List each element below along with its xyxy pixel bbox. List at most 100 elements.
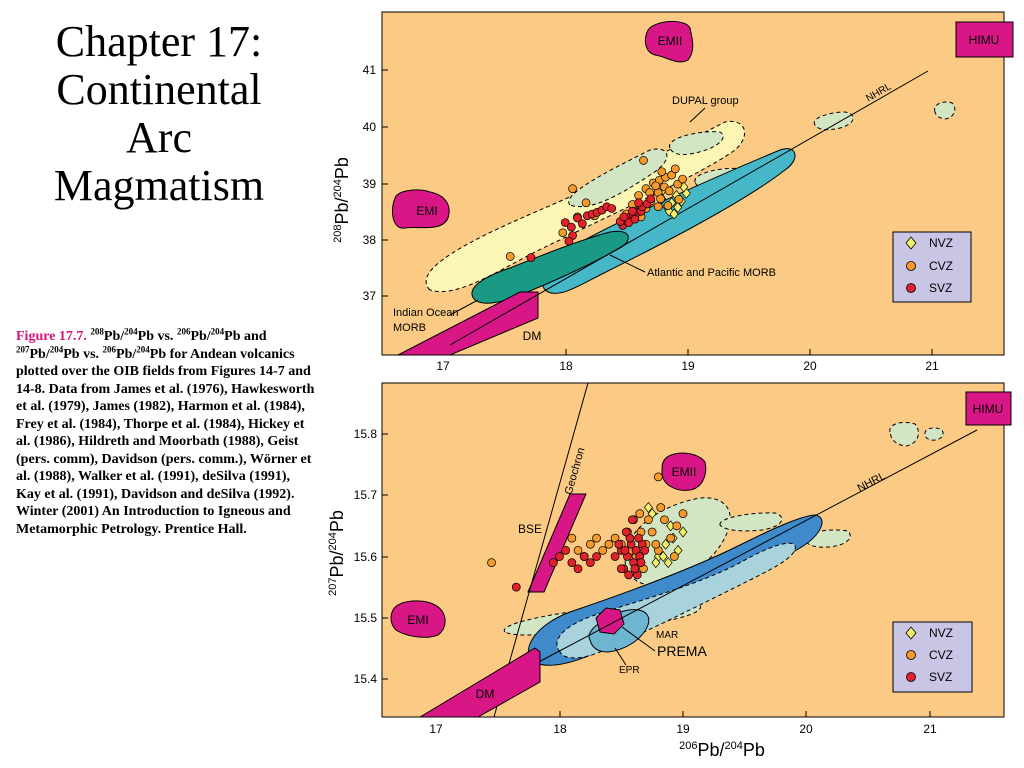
tick-label: 15.4 [354,672,378,686]
nvz-point [673,201,683,213]
nvz-point [643,501,653,514]
svz-point [634,533,643,543]
tick-label: 15.8 [354,427,378,441]
cvz-point [666,533,676,543]
svz-point [610,552,620,561]
tick-label: 15.6 [354,550,378,564]
legend-label: CVZ [929,648,953,662]
svz-point [579,552,589,561]
title-line: Arc [126,113,192,162]
legend-label: SVZ [929,281,952,295]
svz-point [511,582,521,592]
nvz-marker [905,236,917,250]
svz-point [564,236,574,246]
emi-label: EMI [407,613,428,627]
nvz-marker [905,626,917,640]
svz-point [555,552,564,561]
cvz-point [657,167,667,177]
cvz-point [592,533,601,543]
svz-point [620,546,630,555]
tick-label: 15.5 [354,611,378,625]
svz-point [621,527,631,537]
nhrl-line [449,70,929,346]
svz-point [560,218,570,227]
bottom-x-axis-label: 206Pb/204Pb [679,740,765,760]
himu-field [955,21,1014,58]
svz-point [636,558,646,567]
cvz-point [663,201,673,210]
tick-label: 40 [363,120,377,134]
cvz-point [644,515,653,525]
himu-label: HIMU [969,33,1000,47]
cvz-point [586,539,595,549]
cvz-point [660,515,669,525]
cvz-point [573,546,583,555]
cvz-point [670,552,679,561]
cvz-point [487,558,496,567]
svz-point [578,219,587,229]
nvz-point [663,557,673,569]
figure-label: Figure 17.7. [16,329,87,344]
cvz-point [664,186,674,196]
indian-morb-label-1: Indian Ocean [393,307,458,319]
tick-label: 17 [429,722,443,736]
svz-point [548,558,558,567]
emi-label: EMI [416,204,437,218]
dm-label: DM [523,329,542,343]
svz-point [592,552,601,561]
mar-label: MAR [656,630,678,641]
tick-label: 37 [363,289,377,303]
svz-point [628,515,637,525]
legend-label: NVZ [929,626,953,640]
prema-label: PREMA [657,643,707,659]
bse-label: BSE [518,522,542,536]
title-line: Continental [56,65,262,114]
mantle-field [719,512,783,532]
cvz-point [651,181,661,191]
svz-point [614,539,624,549]
bottom-plot: 207Pb/204Pb 15.8 15.7 15.6 15.5 15.4 17 … [327,382,1012,760]
svz-point [616,564,626,574]
top-data-points [505,156,691,262]
nvz-point [658,550,668,563]
emi-field [390,600,446,638]
svz-point [634,198,643,208]
tick-label: 18 [553,722,567,736]
svz-point [567,558,577,567]
indian-morb-label-2: MORB [393,322,426,334]
cvz-point [604,539,614,549]
cvz-point [598,546,608,555]
top-legend: NVZ CVZ SVZ [892,231,972,303]
svz-point [630,564,640,574]
bottom-y-ticks: 15.8 15.7 15.6 15.5 15.4 [354,427,388,686]
emii-label: EMII [658,34,683,48]
svz-point [646,194,656,204]
cvz-marker [906,261,916,271]
cvz-point [568,184,577,193]
svz-point [573,564,583,574]
bse-field [527,493,587,593]
legend-label: CVZ [929,259,953,273]
legend-label: NVZ [929,236,953,250]
svz-point [624,570,634,580]
bottom-data-points [487,472,688,592]
cvz-point [674,195,684,204]
emii-field [644,21,694,63]
svz-marker [906,283,916,293]
epr-label: EPR [619,665,640,676]
top-y-ticks: 41 40 39 38 37 [363,63,388,303]
tick-label: 21 [925,359,939,373]
cvz-point [647,527,657,537]
slide-title: Chapter 17: Continental Arc Magmatism [8,18,310,210]
top-plot: 208Pb/204Pb 41 40 39 38 37 17 18 19 20 2… [332,11,1014,373]
nvz-point [669,208,679,220]
tick-label: 18 [559,359,573,373]
tick-label: 41 [363,63,377,77]
cvz-point [678,509,688,518]
cvz-point [656,194,665,204]
nhrl-line [532,429,978,666]
svz-point [630,214,640,224]
cvz-point [672,521,682,531]
tick-label: 17 [436,359,450,373]
